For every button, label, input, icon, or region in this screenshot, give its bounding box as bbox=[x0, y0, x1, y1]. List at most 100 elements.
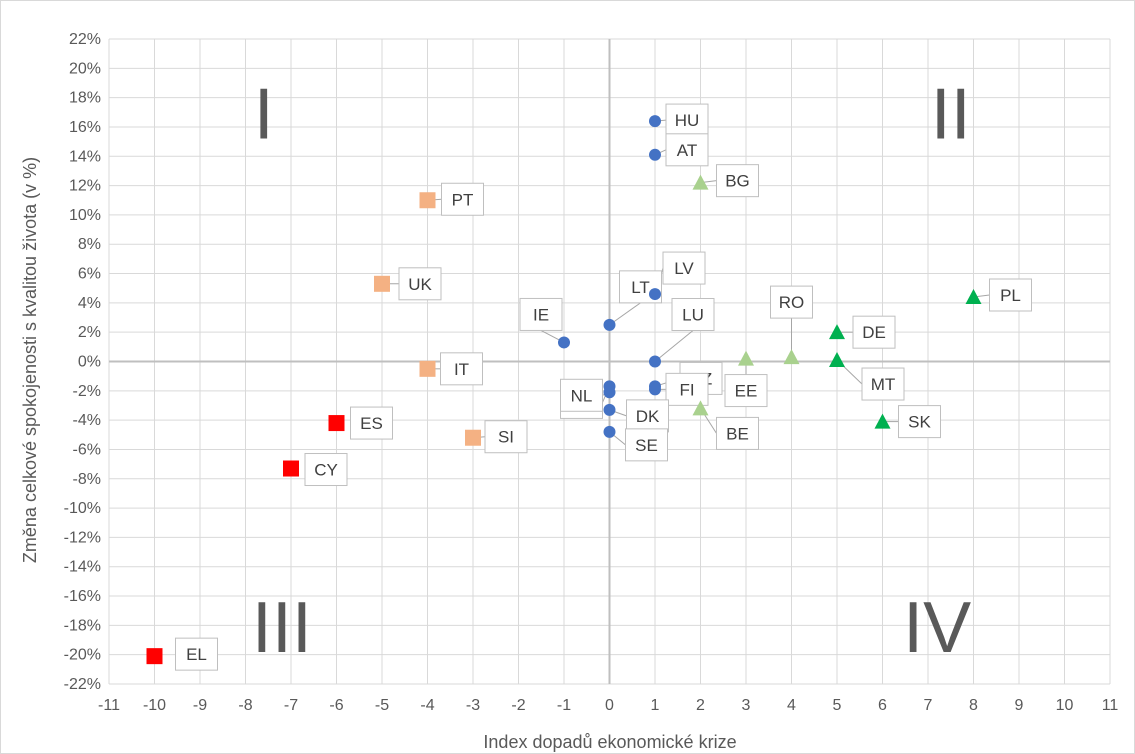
point-ee bbox=[738, 350, 754, 366]
point-mt bbox=[829, 352, 845, 368]
point-hu bbox=[649, 115, 661, 128]
data-label-de: DE bbox=[862, 323, 886, 342]
data-label-nl: NL bbox=[571, 386, 593, 405]
y-axis-title: Změna celkové spokojenosti s kvalitou ži… bbox=[20, 157, 40, 563]
point-lv bbox=[649, 288, 661, 301]
y-tick-label: -6% bbox=[73, 441, 101, 458]
data-label-box bbox=[671, 298, 715, 331]
y-tick-label: -8% bbox=[73, 471, 101, 488]
point-sk bbox=[874, 413, 891, 429]
data-label-lu: LU bbox=[682, 306, 704, 325]
data-label-box bbox=[989, 278, 1032, 312]
y-tick-label: 8% bbox=[78, 236, 101, 253]
data-label-sk: SK bbox=[908, 413, 931, 432]
data-labels: HUATLVIELTLUCZFRFINLDKSEBGROEEBEPLDEMTSK… bbox=[175, 103, 1032, 671]
data-label-lv: LV bbox=[674, 259, 694, 278]
x-tick-label: 4 bbox=[787, 697, 796, 714]
y-tick-label: -20% bbox=[64, 647, 101, 664]
x-tick-label: 0 bbox=[605, 697, 614, 714]
point-ro bbox=[783, 349, 800, 365]
x-axis-title: Index dopadů ekonomické krize bbox=[483, 732, 736, 752]
data-label-box bbox=[441, 182, 484, 216]
data-label-hu: HU bbox=[675, 111, 700, 130]
y-tick-label: 20% bbox=[69, 60, 101, 77]
data-label-box bbox=[665, 133, 709, 167]
x-tick-labels: -11 -10 -9 -8 -7 -6 -5 -4 -3 -2 -1 0 1 2 3 4 5 6 7 8 9 10 11 bbox=[98, 697, 1118, 714]
point-at bbox=[649, 148, 661, 161]
point-dk bbox=[603, 403, 616, 416]
point-cy bbox=[283, 460, 299, 477]
x-tick-label: -4 bbox=[420, 697, 434, 714]
x-tick-label: 3 bbox=[742, 697, 751, 714]
x-tick-label: -10 bbox=[143, 697, 166, 714]
data-label-at: AT bbox=[677, 141, 697, 160]
data-label-cy: CY bbox=[314, 461, 338, 480]
y-tick-label: -10% bbox=[64, 500, 101, 517]
y-tick-label: 18% bbox=[69, 90, 101, 107]
y-tick-label: 0% bbox=[78, 354, 101, 371]
point-lt bbox=[603, 318, 616, 331]
point-fi bbox=[649, 383, 661, 396]
data-label-ro: RO bbox=[779, 293, 805, 312]
data-label-box bbox=[716, 416, 759, 450]
point-it bbox=[419, 360, 436, 377]
quadrant-label-iii: III bbox=[252, 588, 312, 668]
point-de bbox=[829, 324, 845, 340]
data-label-el: EL bbox=[186, 645, 207, 664]
x-tick-label: -3 bbox=[466, 697, 480, 714]
data-label-it: IT bbox=[454, 360, 469, 379]
quadrant-labels: I II III IV bbox=[252, 75, 971, 668]
data-points bbox=[146, 115, 982, 665]
data-label-box bbox=[350, 406, 393, 440]
y-tick-label: 22% bbox=[69, 31, 101, 48]
y-tick-label: -4% bbox=[73, 412, 101, 429]
data-label-ee: EE bbox=[735, 382, 758, 401]
y-tick-label: 10% bbox=[69, 207, 101, 224]
point-pt bbox=[419, 192, 436, 209]
data-label-es: ES bbox=[360, 414, 383, 433]
data-label-box bbox=[665, 372, 709, 406]
x-tick-label: -9 bbox=[193, 697, 207, 714]
x-tick-label: 2 bbox=[696, 697, 705, 714]
data-label-box bbox=[626, 399, 669, 433]
y-tick-label: -18% bbox=[64, 617, 101, 634]
data-label-be: BE bbox=[726, 424, 749, 443]
data-label-dk: DK bbox=[636, 407, 660, 426]
data-label-box bbox=[519, 297, 563, 331]
y-tick-label: -2% bbox=[73, 383, 101, 400]
data-label-box bbox=[770, 285, 813, 319]
y-tick-label: 4% bbox=[78, 295, 101, 312]
data-label-pl: PL bbox=[1000, 286, 1021, 305]
quadrant-label-i: I bbox=[254, 75, 274, 155]
x-tick-label: 8 bbox=[969, 697, 978, 714]
data-label-box bbox=[484, 420, 528, 454]
x-tick-label: 10 bbox=[1056, 697, 1074, 714]
data-label-si: SI bbox=[498, 428, 514, 447]
leader-line bbox=[654, 330, 694, 362]
x-tick-label: 9 bbox=[1015, 697, 1024, 714]
point-pl bbox=[965, 289, 982, 304]
data-label-box bbox=[716, 164, 759, 198]
data-label-box bbox=[398, 267, 442, 301]
x-tick-label: -7 bbox=[284, 697, 298, 714]
quadrant-label-ii: II bbox=[931, 75, 971, 155]
point-lu bbox=[649, 355, 661, 368]
y-tick-labels: 22% 20% 18% 16% 14% 12% 10% 8% 6% 4% 2% 0% -2% -4% -6%… bbox=[64, 31, 101, 693]
x-tick-label: 6 bbox=[878, 697, 887, 714]
x-tick-label: -8 bbox=[238, 697, 252, 714]
x-tick-label: 1 bbox=[651, 697, 660, 714]
x-tick-label: 5 bbox=[833, 697, 842, 714]
x-tick-label: 11 bbox=[1102, 697, 1119, 714]
data-label-box bbox=[898, 405, 941, 439]
x-tick-label: -11 bbox=[98, 697, 120, 714]
y-tick-label: -14% bbox=[64, 559, 101, 576]
data-label-box bbox=[662, 251, 706, 285]
y-tick-label: -16% bbox=[64, 588, 101, 605]
y-tick-label: -22% bbox=[64, 676, 101, 693]
data-label-pt: PT bbox=[452, 190, 474, 209]
x-tick-label: 7 bbox=[924, 697, 933, 714]
point-ie bbox=[558, 336, 570, 349]
data-label-se: SE bbox=[635, 436, 658, 455]
